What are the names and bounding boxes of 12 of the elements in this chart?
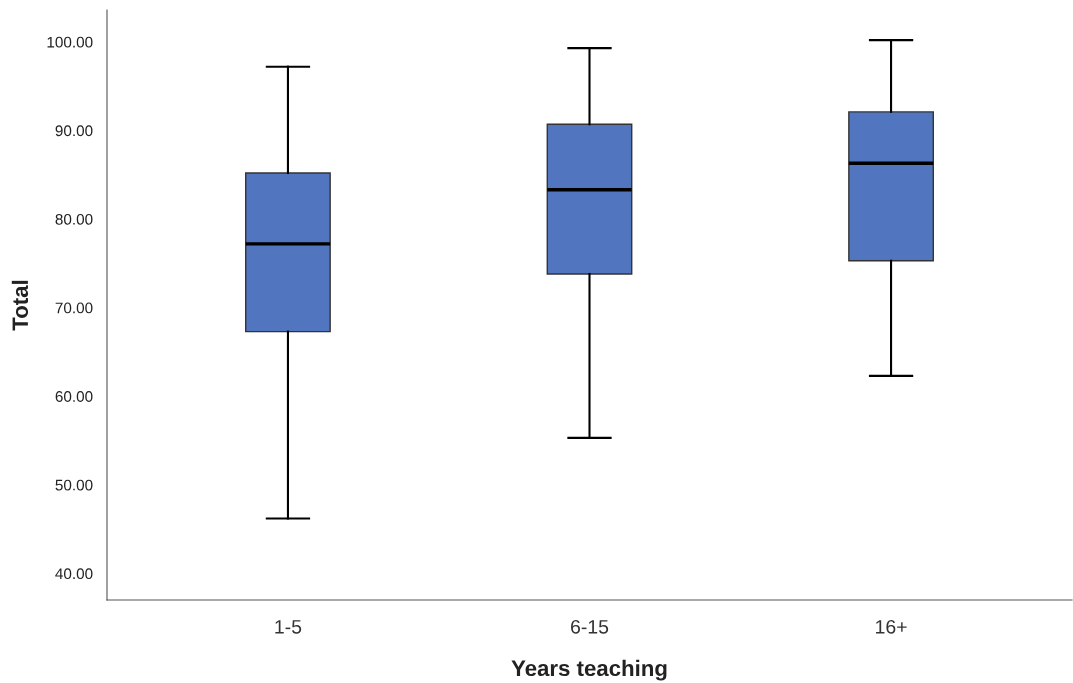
y-tick-label: 90.00 <box>55 125 93 137</box>
x-tick-label: 1-5 <box>275 620 302 634</box>
y-tick-label: 80.00 <box>55 213 93 225</box>
x-axis-title: Years teaching <box>511 659 667 681</box>
y-tick-label: 70.00 <box>55 302 93 314</box>
y-tick-label: 40.00 <box>55 568 93 580</box>
y-tick-label: 50.00 <box>55 479 93 491</box>
y-tick-label: 100.00 <box>47 36 93 48</box>
y-tick-label: 60.00 <box>55 391 93 402</box>
x-tick-label: 6-15 <box>571 619 609 634</box>
y-axis-title: Total <box>11 280 29 331</box>
x-tick-label: 16+ <box>876 619 907 634</box>
